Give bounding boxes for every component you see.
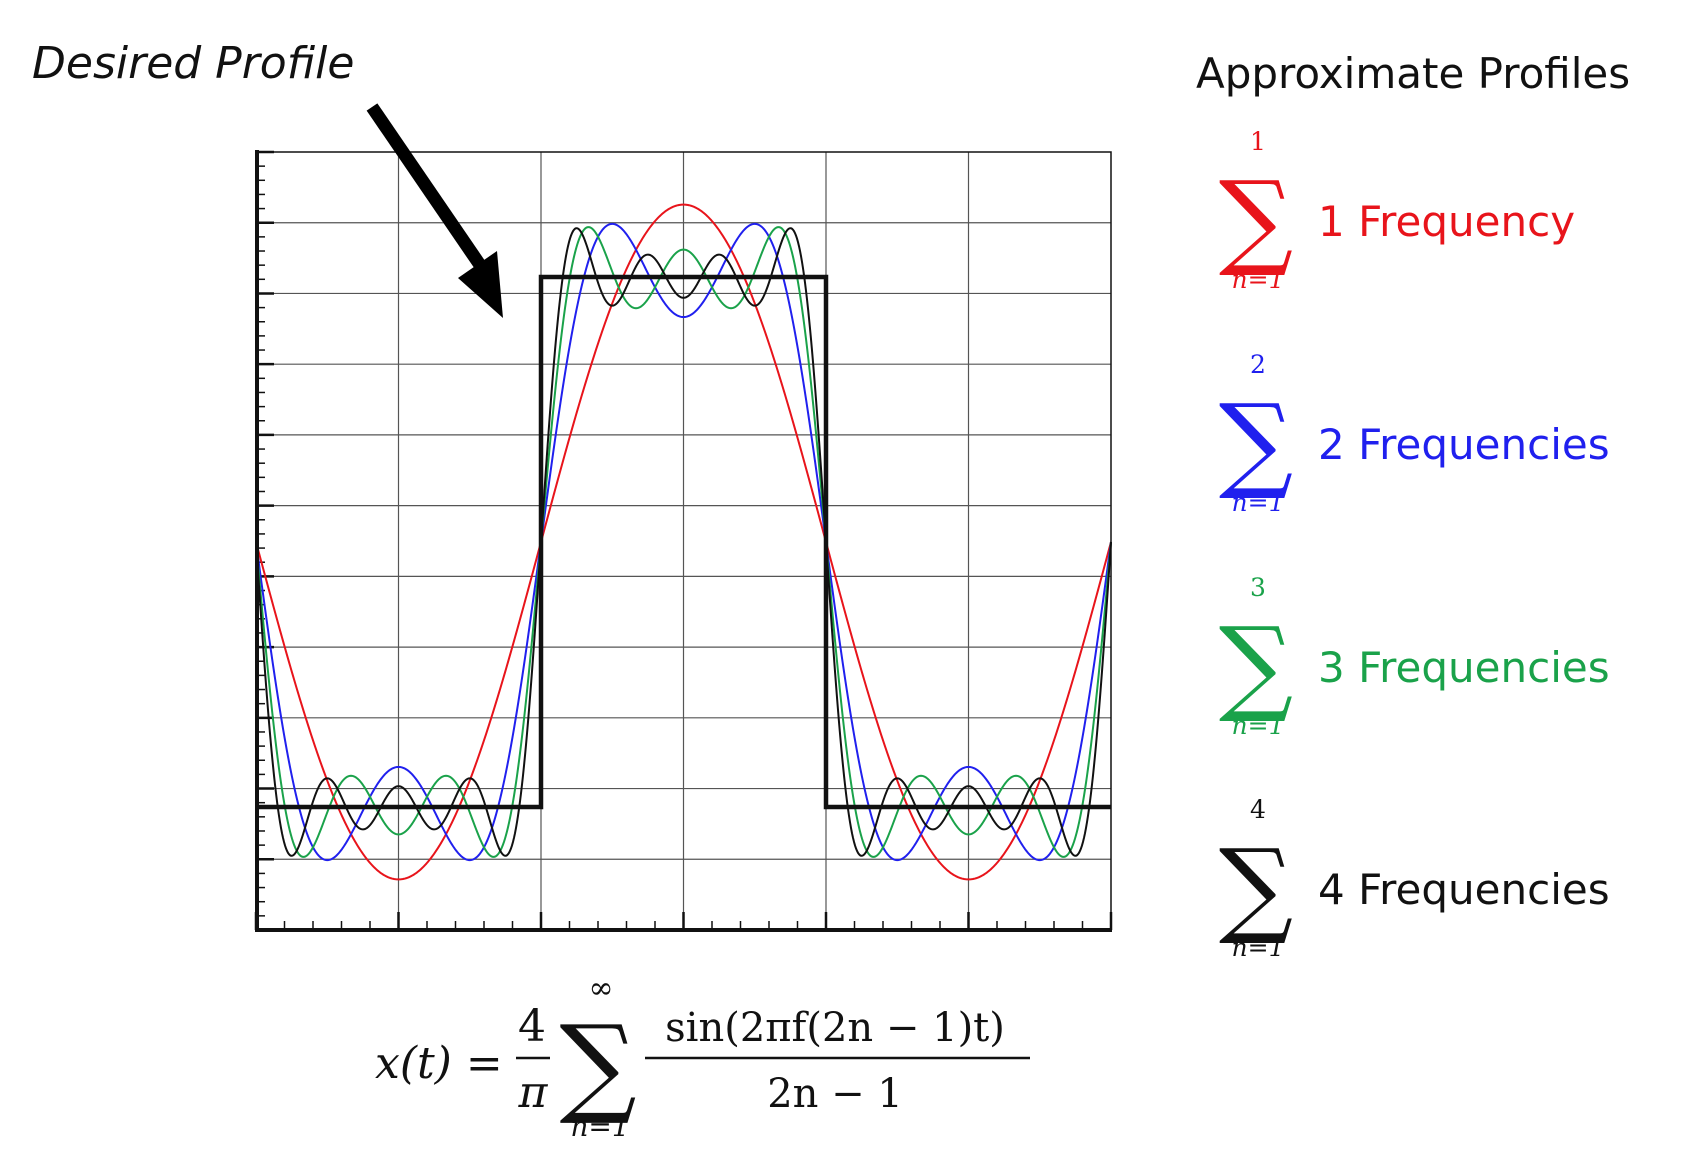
series-line-3-terms bbox=[255, 226, 1112, 858]
formula-lhs: x(t) = bbox=[375, 1038, 503, 1089]
formula-sum-lower: n=1 bbox=[570, 1110, 629, 1143]
legend-sum-lower: n=1 bbox=[1232, 265, 1285, 294]
sigma-icon: ∑ bbox=[1219, 826, 1293, 948]
legend-label: 3 Frequencies bbox=[1318, 643, 1610, 692]
legend-label: 2 Frequencies bbox=[1318, 420, 1610, 469]
desired-profile-label: Desired Profile bbox=[32, 38, 354, 89]
sigma-icon: ∑ bbox=[1219, 381, 1293, 503]
legend-item-3: 3∑n=1 3 Frequencies bbox=[1219, 573, 1610, 740]
sigma-icon: ∑ bbox=[1219, 158, 1293, 280]
legend-sum-upper: 2 bbox=[1250, 350, 1266, 379]
grid bbox=[256, 152, 1111, 930]
legend-sum-upper: 1 bbox=[1250, 127, 1266, 156]
legend-sum-lower: n=1 bbox=[1232, 711, 1285, 740]
formula-sigma-icon: ∑ bbox=[559, 1003, 636, 1128]
series-line-4-terms bbox=[255, 227, 1112, 857]
legend-label: 4 Frequencies bbox=[1318, 865, 1610, 914]
legend-sum-upper: 4 bbox=[1250, 795, 1266, 824]
arrow-icon bbox=[366, 103, 503, 318]
legend-sum-upper: 3 bbox=[1250, 573, 1266, 602]
plot-area bbox=[254, 150, 1113, 932]
series-line-1-terms bbox=[255, 203, 1112, 881]
legend-item-4: 4∑n=1 4 Frequencies bbox=[1219, 795, 1610, 962]
formula-fraction-numerator: sin(2πf(2n − 1)t) bbox=[665, 1005, 1005, 1051]
legend-item-2: 2∑n=1 2 Frequencies bbox=[1219, 350, 1610, 517]
series-line-2-terms bbox=[255, 222, 1112, 862]
curves bbox=[255, 203, 1112, 881]
formula-fraction-denominator: 2n − 1 bbox=[767, 1071, 903, 1117]
legend-item-1: 1∑n=1 1 Frequency bbox=[1219, 127, 1575, 294]
square-wave-line bbox=[256, 274, 1111, 810]
formula-coef-numerator: 4 bbox=[518, 1001, 546, 1052]
legend-sum-lower: n=1 bbox=[1232, 488, 1285, 517]
formula-sum-upper: ∞ bbox=[589, 971, 614, 1006]
legend-title: Approximate Profiles bbox=[1196, 49, 1630, 98]
legend-sum-lower: n=1 bbox=[1232, 933, 1285, 962]
sigma-icon: ∑ bbox=[1219, 604, 1293, 726]
legend-label: 1 Frequency bbox=[1318, 197, 1575, 246]
fourier-formula: x(t) = 4 π ∑ ∞ n=1 sin(2πf(2n − 1)t) 2n … bbox=[375, 971, 1030, 1143]
formula-coef-denominator: π bbox=[518, 1067, 549, 1118]
